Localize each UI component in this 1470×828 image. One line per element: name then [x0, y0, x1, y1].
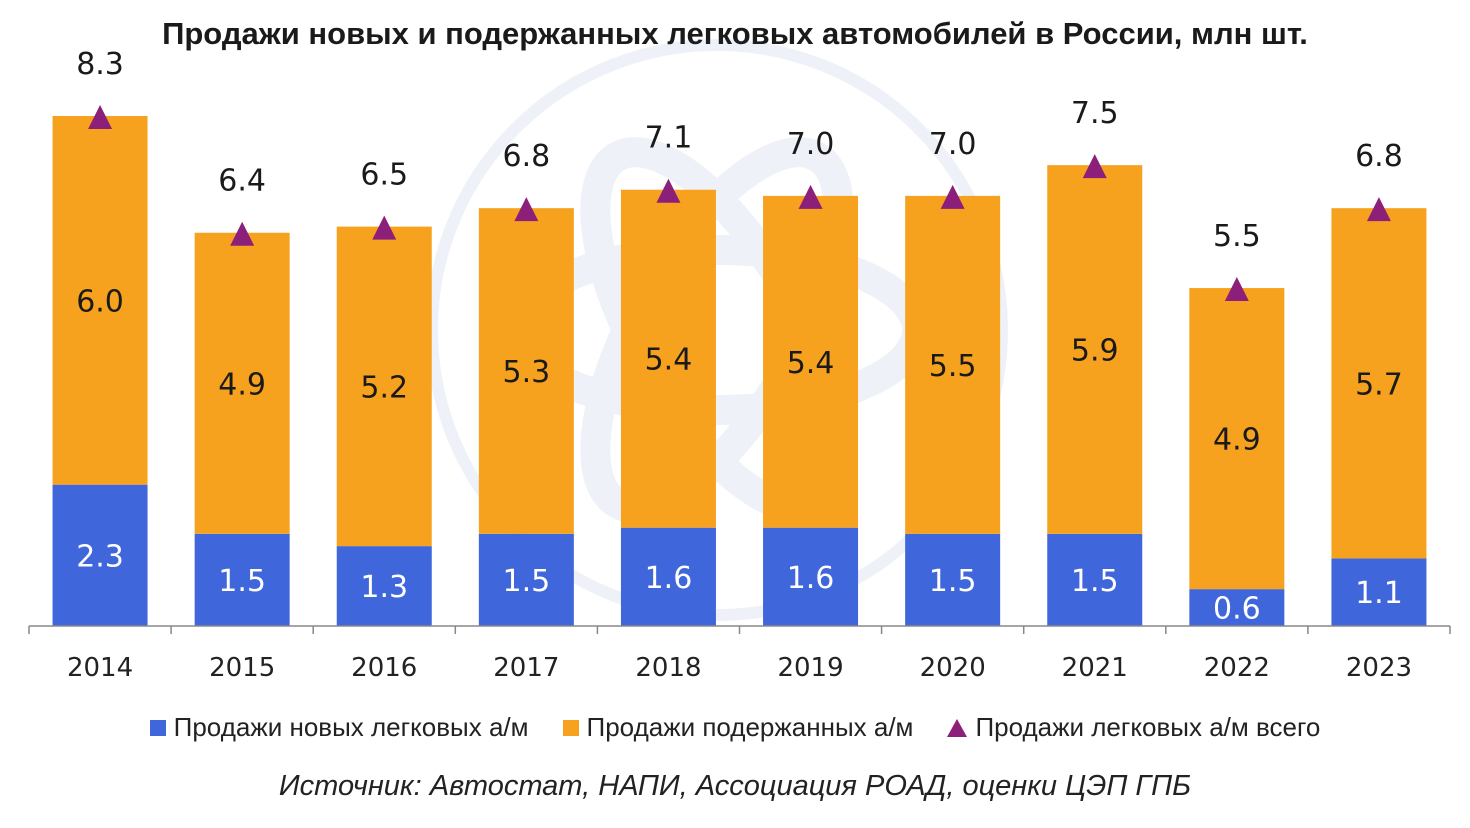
- legend-item-new: Продажи новых легковых а/м: [149, 712, 529, 743]
- label-total-2020: 7.0: [929, 127, 977, 162]
- marker-total-2014: [88, 105, 113, 129]
- label-new-2016: 1.3: [360, 570, 408, 605]
- marker-total-2015: [230, 221, 255, 246]
- label-used-2022: 4.9: [1213, 423, 1261, 458]
- legend-item-total: Продажи легковых а/м всего: [947, 712, 1320, 743]
- legend-label-new: Продажи новых легковых а/м: [173, 712, 529, 742]
- legend-swatch-new: [149, 719, 166, 736]
- label-total-2022: 5.5: [1213, 219, 1261, 254]
- label-new-2015: 1.5: [218, 564, 266, 599]
- bar-used-2014: [52, 116, 148, 485]
- label-total-2016: 6.5: [360, 158, 408, 193]
- label-total-2018: 7.1: [645, 121, 693, 156]
- x-tick-label-2018: 2018: [635, 653, 701, 683]
- bar-used-2023: [1331, 208, 1427, 559]
- legend-label-used: Продажи подержанных а/м: [586, 712, 914, 742]
- x-tick-label-2019: 2019: [777, 653, 843, 683]
- bar-used-2018: [620, 189, 716, 528]
- label-used-2017: 5.3: [502, 355, 550, 390]
- label-new-2017: 1.5: [502, 564, 550, 599]
- bar-new-2019: [763, 527, 859, 626]
- x-tick-label-2020: 2020: [920, 653, 986, 683]
- bar-used-2020: [905, 195, 1001, 534]
- legend-swatch-used: [562, 719, 579, 736]
- x-tick-label-2016: 2016: [351, 653, 417, 683]
- label-new-2022: 0.6: [1213, 592, 1261, 627]
- label-used-2019: 5.4: [787, 346, 835, 381]
- label-total-2023: 6.8: [1355, 139, 1403, 174]
- label-used-2014: 6.0: [76, 284, 124, 319]
- bar-used-2017: [478, 208, 574, 534]
- bar-new-2016: [336, 546, 432, 626]
- label-new-2014: 2.3: [76, 539, 124, 574]
- source-note: Источник: Автостат, НАПИ, Ассоциация РОА…: [278, 770, 1192, 802]
- bar-new-2020: [905, 533, 1001, 626]
- label-used-2021: 5.9: [1071, 333, 1119, 368]
- bar-used-2019: [763, 195, 859, 528]
- bar-new-2015: [194, 533, 290, 626]
- label-used-2016: 5.2: [360, 370, 408, 405]
- chart-legend: Продажи новых легковых а/м Продажи подер…: [0, 712, 1470, 743]
- x-tick-label-2015: 2015: [209, 653, 275, 683]
- bar-new-2022: [1189, 589, 1285, 626]
- bar-used-2021: [1047, 165, 1143, 534]
- marker-total-2020: [940, 184, 965, 209]
- marker-total-2021: [1082, 154, 1107, 179]
- x-tick-label-2023: 2023: [1346, 653, 1412, 683]
- label-total-2021: 7.5: [1071, 96, 1119, 131]
- label-new-2021: 1.5: [1071, 564, 1119, 599]
- label-new-2019: 1.6: [787, 561, 835, 596]
- bar-new-2021: [1047, 533, 1143, 626]
- bar-used-2016: [336, 226, 432, 547]
- bar-new-2017: [478, 533, 574, 626]
- label-total-2014: 8.3: [76, 47, 124, 82]
- marker-total-2016: [372, 215, 397, 240]
- label-new-2018: 1.6: [645, 561, 693, 596]
- bar-new-2023: [1331, 558, 1427, 626]
- legend-label-total: Продажи легковых а/м всего: [975, 712, 1321, 742]
- label-used-2020: 5.5: [929, 349, 977, 384]
- label-new-2020: 1.5: [929, 564, 977, 599]
- label-used-2015: 4.9: [218, 367, 266, 402]
- label-used-2023: 5.7: [1355, 367, 1403, 402]
- marker-total-2023: [1366, 197, 1391, 222]
- label-used-2018: 5.4: [645, 343, 693, 378]
- marker-total-2018: [656, 178, 681, 203]
- label-total-2017: 6.8: [502, 139, 550, 174]
- x-tick-label-2017: 2017: [493, 653, 559, 683]
- marker-total-2022: [1224, 277, 1249, 302]
- chart-title: Продажи новых и подержанных легковых авт…: [162, 16, 1308, 51]
- x-tick-label-2021: 2021: [1062, 653, 1128, 683]
- x-tick-label-2022: 2022: [1204, 653, 1270, 683]
- label-new-2023: 1.1: [1355, 576, 1403, 611]
- marker-total-2017: [514, 197, 539, 222]
- label-total-2015: 6.4: [218, 164, 266, 199]
- bar-new-2014: [52, 484, 148, 626]
- legend-item-used: Продажи подержанных а/м: [562, 712, 914, 743]
- bar-used-2015: [194, 232, 290, 534]
- label-total-2019: 7.0: [787, 127, 835, 162]
- legend-marker-total: [947, 718, 968, 737]
- x-tick-label-2014: 2014: [67, 653, 133, 683]
- marker-total-2019: [798, 184, 823, 209]
- bar-new-2018: [620, 527, 716, 626]
- bar-used-2022: [1189, 288, 1285, 590]
